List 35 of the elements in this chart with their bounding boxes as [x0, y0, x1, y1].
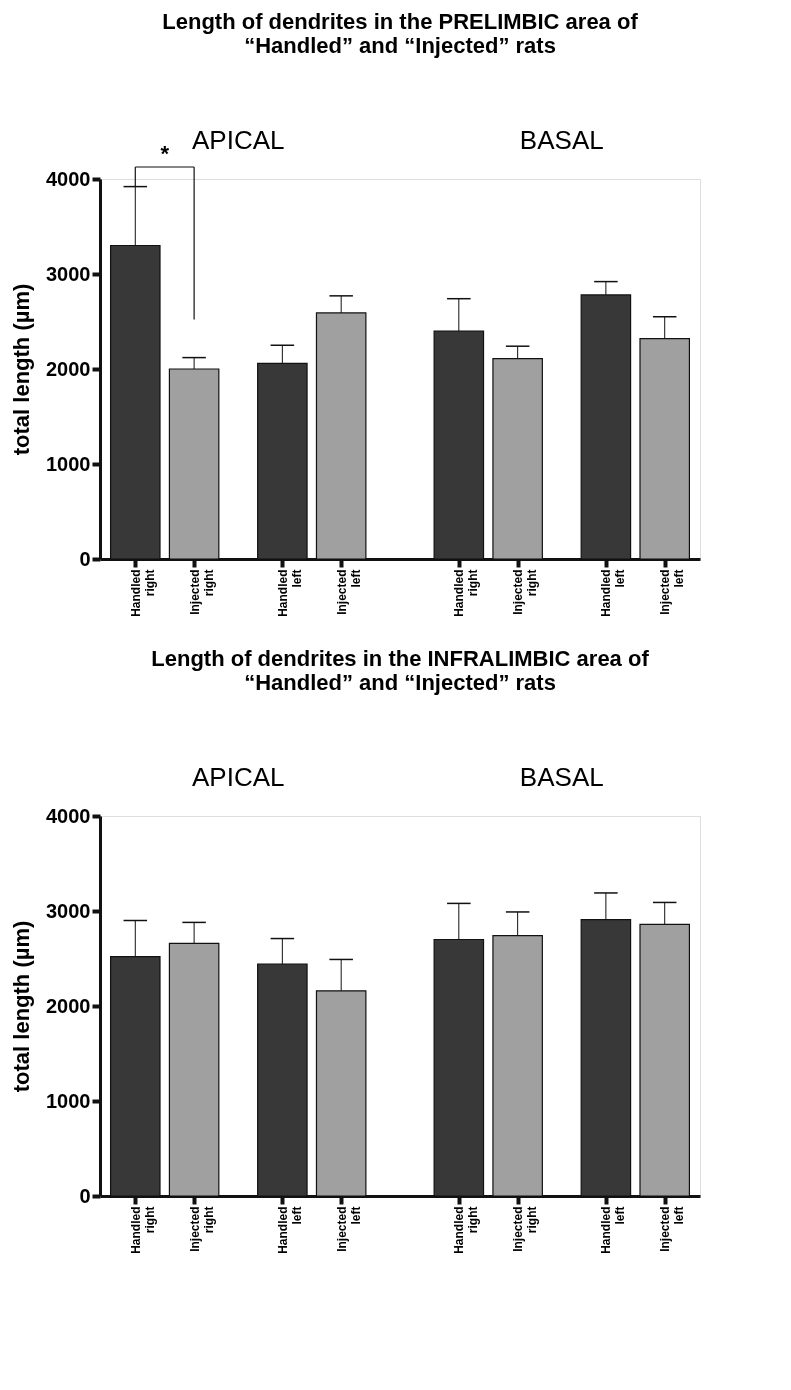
y-tick-label: 3000 — [46, 899, 91, 922]
chart-title: Length of dendrites in the INFRALIMBIC area of “Handled” and “Injected” rats — [151, 646, 650, 695]
y-tick-label: 2000 — [46, 357, 91, 380]
x-tick-label: Injected left — [334, 1206, 363, 1252]
y-tick-label: 0 — [79, 1184, 91, 1207]
y-tick-label: 4000 — [46, 167, 91, 190]
x-tick-label: Handled left — [599, 569, 628, 617]
x-tick-label: Injected left — [334, 569, 363, 615]
y-axis-title: total length (µm) — [9, 283, 35, 456]
x-tick-label: Injected right — [511, 569, 540, 615]
y-tick-label: 0 — [79, 547, 91, 570]
y-axis-title: total length (µm) — [9, 920, 35, 1093]
x-tick-label: Handled right — [128, 569, 157, 617]
x-tick-label: Handled right — [452, 1206, 481, 1254]
x-tick-label: Injected left — [658, 569, 687, 615]
x-tick-label: Injected right — [187, 1206, 216, 1252]
x-tick-label: Injected right — [511, 1206, 540, 1252]
y-tick-label: 4000 — [46, 804, 91, 827]
x-tick-label: Handled right — [452, 569, 481, 617]
y-tick-label: 1000 — [46, 452, 91, 475]
text: BASAL — [519, 762, 604, 792]
x-tick-label: Handled right — [128, 1206, 157, 1254]
y-tick-label: 2000 — [46, 994, 91, 1017]
x-tick-label: Injected left — [658, 1206, 687, 1252]
x-tick-label: Handled left — [275, 1206, 304, 1254]
text: APICAL — [191, 125, 285, 155]
text: APICAL — [191, 762, 285, 792]
x-tick-label: Injected right — [187, 569, 216, 615]
text: * — [160, 141, 170, 166]
y-tick-label: 3000 — [46, 262, 91, 285]
x-tick-label: Handled left — [599, 1206, 628, 1254]
x-tick-label: Handled left — [275, 569, 304, 617]
chart-title: Length of dendrites in the PRELIMBIC area of “Handled” and “Injected” rats — [162, 9, 639, 58]
y-tick-label: 1000 — [46, 1089, 91, 1112]
text: BASAL — [519, 125, 604, 155]
